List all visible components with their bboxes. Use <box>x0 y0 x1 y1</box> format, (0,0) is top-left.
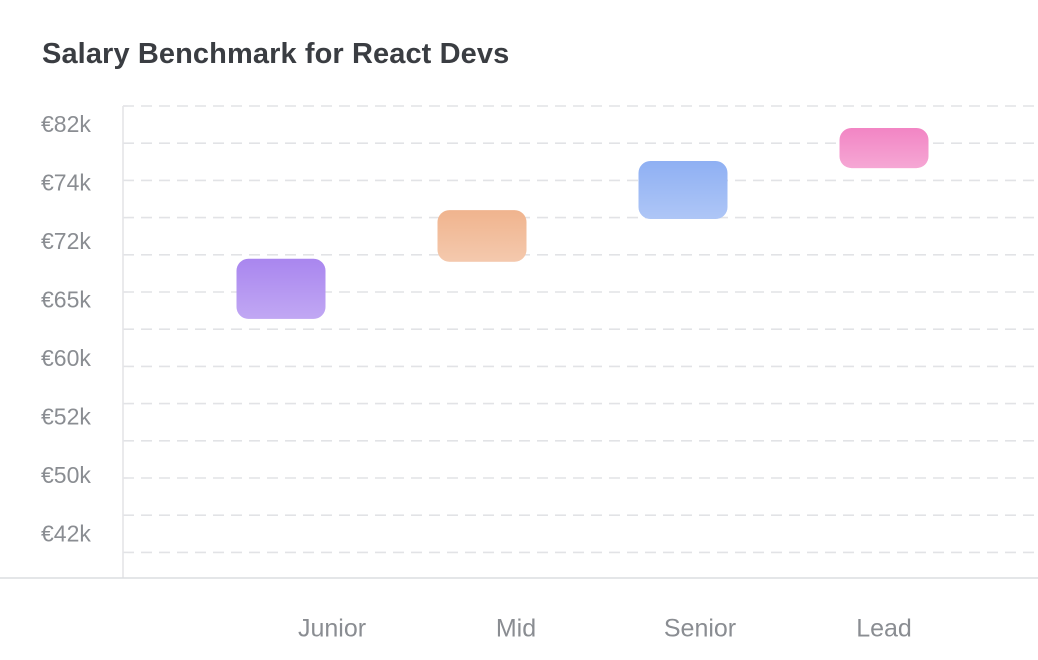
bar-highlight <box>236 258 326 319</box>
axis-layer <box>0 106 1038 579</box>
y-tick-labels: €82k €74k €72k €65k €60k €52k €50k €42k <box>41 111 91 547</box>
grid-layer <box>123 105 1038 554</box>
x-category-label: Junior <box>298 615 366 643</box>
bar-lead <box>839 128 929 169</box>
x-category-label: Mid <box>496 615 536 643</box>
y-tick-label: €42k <box>41 521 91 547</box>
chart-title: Salary Benchmark for React Devs <box>42 38 510 70</box>
y-tick-label: €82k <box>41 111 91 137</box>
y-tick-label: €60k <box>41 345 91 371</box>
y-tick-label: €50k <box>41 462 91 488</box>
x-category-label: Senior <box>664 615 736 643</box>
bar-senior <box>638 161 728 219</box>
bar-highlight <box>839 128 929 169</box>
x-category-labels: Junior Mid Senior Lead <box>298 615 912 643</box>
y-tick-label: €65k <box>41 287 91 313</box>
y-tick-label: €72k <box>41 228 91 254</box>
bars <box>236 128 929 319</box>
bar-junior <box>236 258 326 319</box>
bar-highlight <box>638 161 728 219</box>
y-tick-label: €52k <box>41 404 91 430</box>
y-tick-label: €74k <box>41 170 91 196</box>
x-category-label: Lead <box>856 615 912 643</box>
bar-highlight <box>437 210 527 262</box>
bar-mid <box>437 210 527 262</box>
